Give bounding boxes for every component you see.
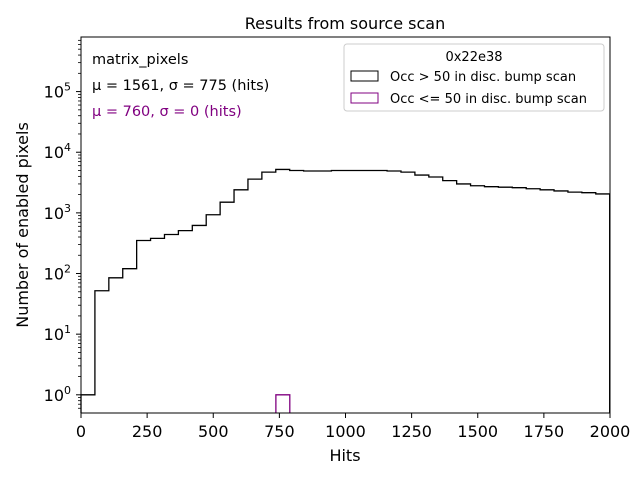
- dataset-name-annotation: matrix_pixels: [92, 52, 188, 68]
- y-axis-ticks: 100 101 102 103 104 105: [44, 39, 81, 409]
- x-tick-label: 1750: [524, 422, 565, 441]
- histogram-series-0: [80, 168, 611, 413]
- legend-frame: [343, 43, 605, 112]
- y-axis-label: Number of enabled pixels: [13, 122, 32, 328]
- legend-swatch-purple: [350, 92, 379, 104]
- stats-annotation-purple: μ = 760, σ = 0 (hits): [92, 104, 242, 120]
- histogram-series-1: [275, 394, 291, 413]
- legend-label-black: Occ > 50 in disc. bump scan: [390, 70, 576, 85]
- y-tick-label: 103: [44, 202, 71, 223]
- x-tick-label: 1250: [391, 422, 432, 441]
- plot-area: [80, 168, 611, 413]
- x-tick-label: 2000: [590, 422, 631, 441]
- y-tick-label: 102: [44, 263, 71, 284]
- y-tick-label: 100: [44, 384, 71, 405]
- legend: 0x22e38 Occ > 50 in disc. bump scan Occ …: [343, 43, 605, 112]
- legend-swatch-black: [350, 70, 379, 82]
- chart-title: Results from source scan: [245, 14, 445, 33]
- legend-title: 0x22e38: [445, 50, 502, 65]
- x-axis-label: Hits: [329, 446, 360, 465]
- x-tick-label: 1000: [325, 422, 366, 441]
- y-tick-label: 105: [44, 81, 71, 102]
- x-tick-label: 750: [264, 422, 295, 441]
- y-tick-label: 104: [44, 141, 71, 162]
- y-tick-label: 101: [44, 323, 71, 344]
- legend-label-purple: Occ <= 50 in disc. bump scan: [390, 92, 587, 107]
- x-tick-label: 500: [198, 422, 229, 441]
- x-tick-label: 1500: [457, 422, 498, 441]
- plot-frame: [80, 36, 611, 414]
- x-tick-label: 0: [76, 422, 86, 441]
- x-axis-ticks: 0 250 500 750 1000 1250 1500 1750 2000: [76, 413, 630, 441]
- stats-annotation-black: μ = 1561, σ = 775 (hits): [92, 78, 269, 94]
- x-tick-label: 250: [132, 422, 163, 441]
